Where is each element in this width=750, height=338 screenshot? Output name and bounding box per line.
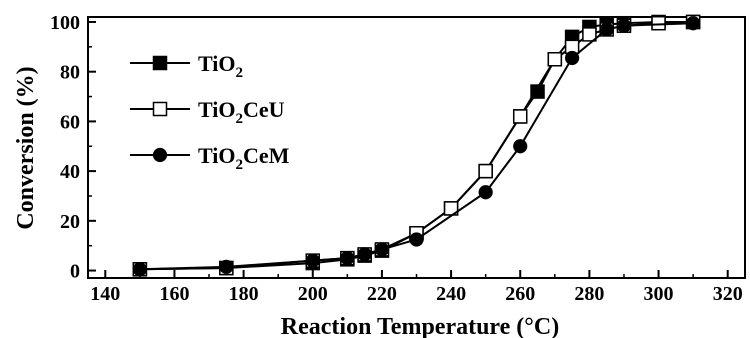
y-tick-label: 0 [70,261,80,283]
y-tick-label: 20 [60,211,80,233]
data-point [409,232,424,247]
data-point [599,22,614,37]
data-point [651,15,666,31]
x-tick-label: 300 [644,283,674,305]
data-point [616,18,632,33]
data-point [132,262,147,277]
legend-entry: TiO2 [130,51,243,81]
y-axis-title: Conversion (%) [13,66,39,229]
data-point [219,259,234,274]
data-point [582,27,597,42]
ticks-layer: 140 160 180 200 220 240 260 280 300 320 0 20 40 60 80 1… [50,12,743,305]
legend-label: TiO2CeU [198,97,285,127]
legend-entry: TiO2CeU [130,97,285,127]
data-point [512,109,528,124]
series-layer [132,14,701,277]
x-tick-label: 220 [367,283,397,305]
data-point [374,242,390,257]
legend-marker [152,101,168,117]
y-tick-label: 40 [60,161,80,183]
data-point [478,163,493,179]
legend-label: TiO2 [198,51,243,81]
x-tick-label: 280 [574,283,604,305]
x-axis-title: Reaction Temperature (°C) [281,314,559,338]
x-tick-label: 260 [505,283,535,305]
data-point [565,50,580,66]
data-point [686,16,701,31]
data-point [305,253,320,268]
x-tick-label: 160 [159,283,189,305]
y-tick-label: 80 [60,62,80,84]
y-tick-label: 100 [50,12,80,34]
series-2 [132,16,701,277]
data-point [357,247,372,262]
data-point [547,52,563,67]
x-tick-label: 180 [229,283,259,305]
x-tick-label: 200 [298,283,328,305]
legend-marker [152,147,168,163]
legend-label: TiO2CeM [198,143,290,173]
legend-marker [152,55,168,71]
y-tick-label: 60 [60,111,80,133]
legend: TiO2 TiO2CeU TiO2CeM [130,51,290,173]
data-point [340,251,355,266]
legend-entry: TiO2CeM [130,143,290,173]
data-point [478,185,493,200]
x-tick-label: 140 [90,283,120,305]
x-tick-label: 320 [713,283,743,305]
x-tick-label: 240 [436,283,466,305]
data-point [513,139,528,154]
